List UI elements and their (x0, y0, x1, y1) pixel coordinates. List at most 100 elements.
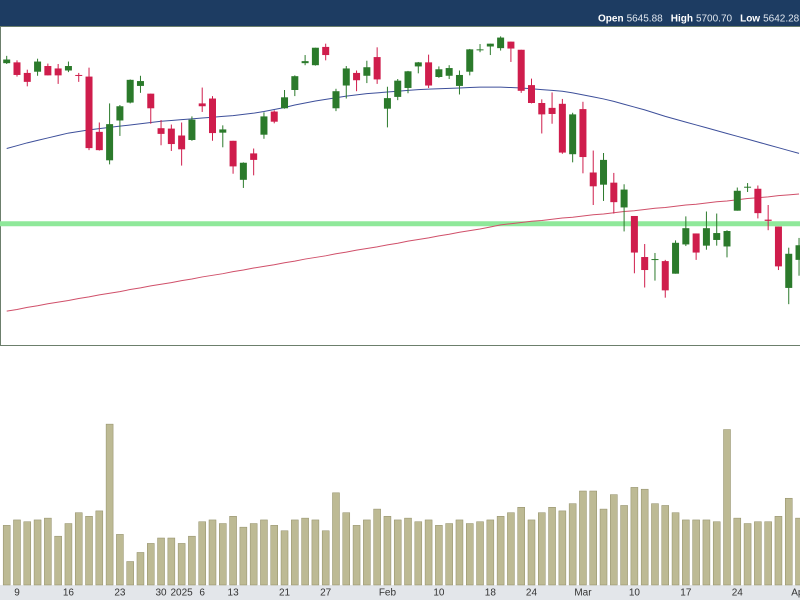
candle-body (744, 186, 752, 188)
candle-body (414, 62, 422, 67)
candle-body (229, 140, 237, 167)
x-tick-label: 9 (14, 588, 20, 599)
volume-bar (363, 519, 371, 586)
candle-body (239, 162, 247, 180)
candle-body (579, 109, 587, 158)
x-tick-label: Feb (379, 588, 397, 599)
volume-bar (784, 497, 793, 586)
candle-body (188, 119, 196, 140)
volume-bar (743, 523, 752, 586)
candle-body (692, 233, 700, 253)
candle-body (558, 103, 566, 153)
volume-bar (136, 552, 145, 586)
header-value: 5645.88 (627, 14, 664, 25)
volume-bar (754, 521, 762, 586)
volume-bar (558, 510, 567, 586)
candle-body (106, 124, 114, 161)
volume-bar (764, 521, 772, 586)
x-tick-label: 6 (199, 588, 205, 599)
candle-body (661, 261, 669, 291)
price-panel (0, 26, 800, 346)
volume-bar (610, 494, 618, 586)
candle-body (455, 74, 463, 86)
candle-body (23, 72, 31, 82)
candle-body (13, 62, 21, 75)
candle-body (3, 59, 11, 64)
volume-bar (393, 519, 402, 586)
volume-bar (85, 516, 93, 586)
candle-body (126, 79, 134, 103)
volume-bar (630, 487, 639, 586)
candle-body (445, 68, 453, 76)
volume-bar (476, 521, 484, 586)
volume-bar (527, 519, 536, 586)
header-label: Low (740, 14, 760, 25)
candle-body (672, 242, 680, 274)
candle-body (383, 98, 391, 109)
x-axis-strip (0, 585, 800, 600)
candle-body (764, 219, 772, 221)
volume-bar (105, 423, 114, 586)
candle-body (136, 81, 144, 86)
volume-bar (239, 526, 248, 586)
volume-bar (568, 503, 577, 586)
candle-body (116, 106, 124, 121)
volume-bar (332, 492, 340, 586)
volume-bar (404, 517, 412, 586)
candle-body (332, 91, 340, 109)
candle-body (723, 231, 731, 247)
candle-body (466, 49, 474, 72)
header-label: Open (598, 14, 624, 25)
volume-bar (579, 490, 587, 586)
volume-bar (466, 523, 474, 586)
volume-bar (229, 516, 237, 586)
volume-bar (23, 521, 32, 586)
volume-bar (167, 537, 176, 586)
candle-body (178, 135, 186, 150)
candle-body (209, 98, 216, 134)
volume-bar (260, 519, 268, 586)
candle-body (600, 159, 608, 185)
candle-body (527, 85, 535, 103)
x-tick-label: 10 (629, 588, 641, 599)
candle-body (651, 259, 659, 261)
candle-body (486, 43, 494, 47)
volume-bar (301, 517, 309, 586)
volume-bar (548, 507, 556, 586)
x-tick-label: 13 (228, 588, 240, 599)
candle-body (507, 41, 515, 49)
volume-bar (692, 519, 700, 586)
candle-body (733, 190, 741, 211)
candle-body (476, 49, 484, 51)
candle-body (260, 116, 268, 135)
candle-body (754, 188, 762, 214)
x-tick-label: Apr (791, 588, 800, 599)
volume-bar (270, 525, 278, 586)
volume-bar (682, 519, 690, 586)
candle-body (702, 228, 710, 246)
volume-bar (157, 537, 165, 586)
header-value: 5642.28 (763, 14, 800, 25)
candle-body (497, 37, 505, 49)
volume-bar (33, 519, 42, 586)
volume-bar (280, 530, 289, 586)
volume-bar (733, 517, 742, 586)
candle-body (569, 114, 577, 155)
candle-body (589, 172, 597, 187)
x-tick-label: 16 (63, 588, 75, 599)
volume-bar (589, 490, 597, 586)
candle-body (774, 226, 782, 267)
volume-bar (342, 512, 351, 586)
candle-body (322, 46, 330, 56)
volume-bar (486, 519, 495, 586)
x-tick-label: 2025 (171, 588, 194, 599)
volume-bar (517, 507, 525, 586)
volume-bar (116, 534, 124, 586)
volume-bar (291, 519, 299, 586)
candle-body (34, 61, 42, 72)
candle-body (147, 93, 155, 109)
candle-body (85, 76, 93, 149)
volume-bar (774, 516, 783, 586)
candle-body (394, 80, 402, 97)
